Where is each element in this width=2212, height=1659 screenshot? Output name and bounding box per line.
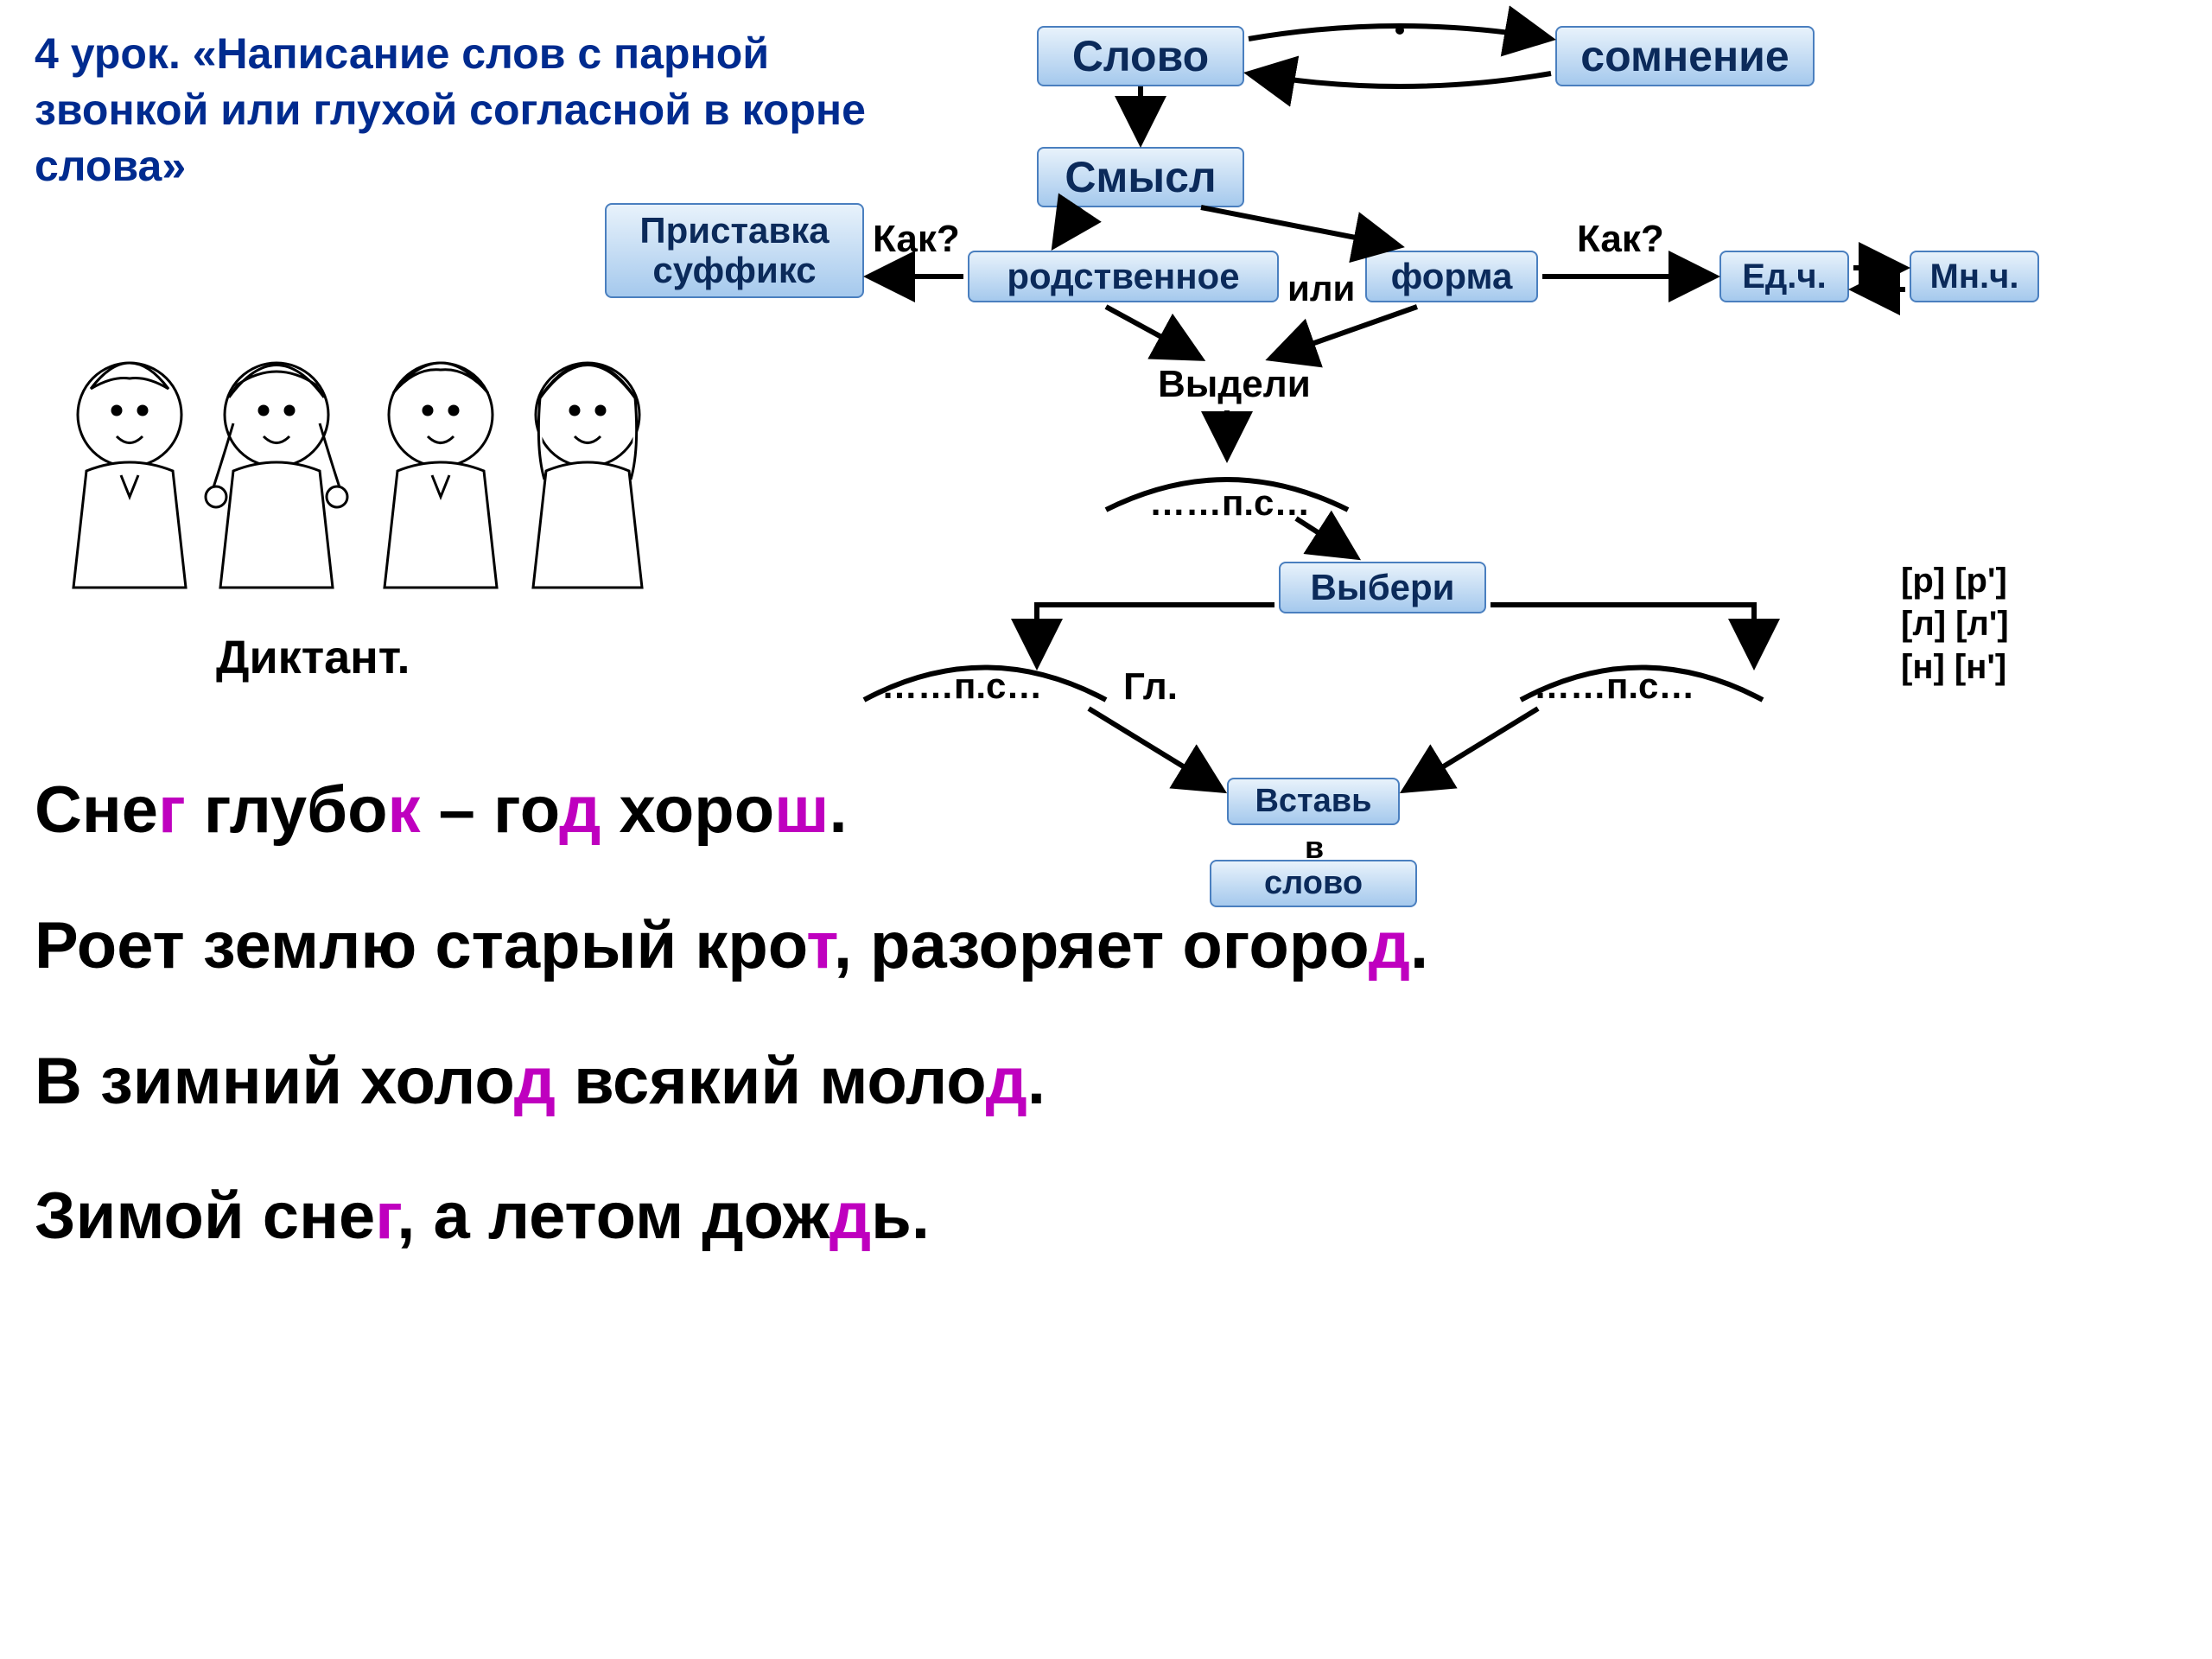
label-v: в bbox=[1305, 830, 1324, 866]
label-ps2: ……п.с… bbox=[881, 665, 1042, 707]
sentence-2: Роет землю старый крот, разоряет огород. bbox=[35, 887, 2177, 1006]
label-kak2: Как? bbox=[1577, 218, 1664, 261]
label-phon2: [л] [л'] bbox=[1901, 605, 2009, 644]
sentence-4: Зимой снег, а летом дождь. bbox=[35, 1158, 2177, 1276]
diktant-label: Диктант. bbox=[216, 631, 410, 684]
highlight-letter: д bbox=[1369, 909, 1410, 982]
label-kak1: Как? bbox=[873, 218, 960, 261]
label-vydeli: Выдели bbox=[1158, 363, 1311, 406]
highlight-letter: д bbox=[830, 1179, 871, 1253]
sentence-3: В зимний холод всякий молод. bbox=[35, 1023, 2177, 1141]
highlight-letter: г bbox=[375, 1179, 397, 1253]
label-ili: или bbox=[1287, 268, 1355, 309]
label-phon1: [р] [р'] bbox=[1901, 562, 2007, 601]
highlight-letter: д bbox=[559, 773, 601, 847]
label-gl: Гл. bbox=[1123, 665, 1178, 709]
highlight-letter: д bbox=[514, 1045, 556, 1118]
dictation-sentences: Снег глубок – год хорош. Роет землю стары… bbox=[35, 752, 2177, 1294]
highlight-letter: г bbox=[158, 773, 186, 847]
highlight-letter: т bbox=[806, 909, 834, 982]
label-ps3: ……п.с… bbox=[1534, 665, 1694, 707]
highlight-letter: д bbox=[986, 1045, 1027, 1118]
children-illustration bbox=[52, 311, 674, 605]
label-phon3: [н] [н'] bbox=[1901, 648, 2006, 687]
sentence-1: Снег глубок – год хорош. bbox=[35, 752, 2177, 870]
highlight-letter: к bbox=[388, 773, 421, 847]
highlight-letter: ш bbox=[774, 773, 829, 847]
label-ps1: ……п.с… bbox=[1149, 482, 1310, 524]
